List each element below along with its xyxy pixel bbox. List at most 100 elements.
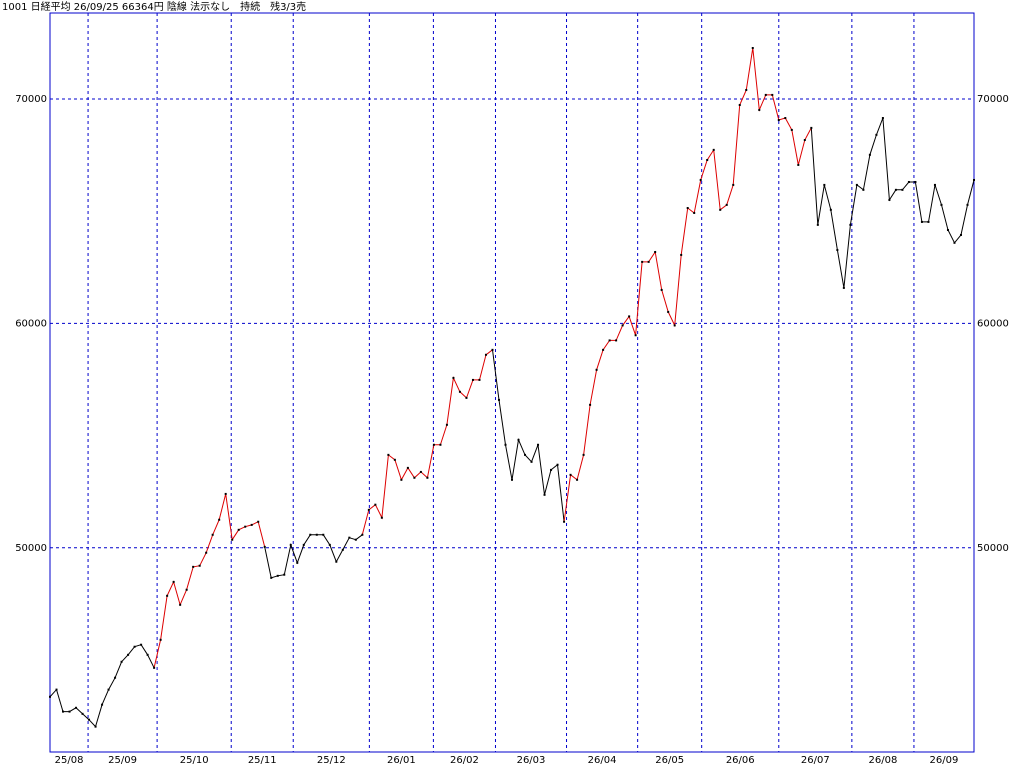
price-point <box>445 423 448 426</box>
price-point <box>452 376 455 379</box>
price-point <box>816 223 819 226</box>
price-point <box>263 545 266 548</box>
price-point <box>107 688 110 691</box>
plot-border <box>49 12 975 753</box>
price-point <box>712 148 715 151</box>
price-point <box>374 503 377 506</box>
price-point <box>790 128 793 131</box>
price-point <box>341 548 344 551</box>
price-point <box>803 139 806 142</box>
price-point <box>296 561 299 564</box>
price-point <box>654 251 657 254</box>
price-point <box>634 334 637 337</box>
price-point <box>75 706 78 709</box>
price-point <box>849 223 852 226</box>
x-tick-label: 26/09 <box>930 755 959 766</box>
price-point <box>628 315 631 318</box>
price-point <box>302 543 305 546</box>
price-point <box>836 248 839 251</box>
price-point <box>582 453 585 456</box>
price-point <box>595 368 598 371</box>
price-point <box>537 443 540 446</box>
price-point <box>823 183 826 186</box>
price-point <box>894 188 897 191</box>
price-point <box>250 523 253 526</box>
price-point <box>465 396 468 399</box>
price-point <box>888 198 891 201</box>
price-line <box>361 349 493 535</box>
price-point <box>745 88 748 91</box>
price-point <box>810 126 813 129</box>
price-point <box>478 378 481 381</box>
price-point <box>413 476 416 479</box>
price-point <box>706 158 709 161</box>
price-point <box>361 533 364 536</box>
price-point <box>354 538 357 541</box>
price-point <box>315 533 318 536</box>
price-line <box>492 349 565 522</box>
price-point <box>914 180 917 183</box>
price-point <box>211 533 214 536</box>
price-line <box>264 534 363 579</box>
price-point <box>550 468 553 471</box>
x-tick-label: 26/02 <box>450 755 479 766</box>
price-point <box>673 324 676 327</box>
y-tick-label: 70000 <box>15 94 47 105</box>
price-point <box>602 348 605 351</box>
price-point <box>901 188 904 191</box>
price-point <box>777 119 780 122</box>
price-point <box>647 260 650 263</box>
price-point <box>497 398 500 401</box>
price-point <box>693 211 696 214</box>
price-point <box>524 453 527 456</box>
x-tick-label: 25/09 <box>108 755 137 766</box>
x-tick-label: 25/08 <box>55 755 84 766</box>
price-point <box>719 208 722 211</box>
price-point <box>758 108 761 111</box>
price-point <box>458 390 461 393</box>
price-point <box>699 178 702 181</box>
price-point <box>224 492 227 495</box>
price-point <box>946 229 949 232</box>
price-point <box>680 253 683 256</box>
price-point <box>172 580 175 583</box>
price-point <box>55 688 58 691</box>
price-point <box>484 353 487 356</box>
price-point <box>68 710 71 713</box>
price-point <box>432 443 435 446</box>
price-point <box>511 478 513 481</box>
price-point <box>406 466 409 469</box>
price-point <box>88 718 91 721</box>
price-point <box>426 476 429 479</box>
price-point <box>940 203 943 206</box>
price-point <box>146 653 149 656</box>
price-point <box>621 324 624 327</box>
price-point <box>784 117 787 120</box>
x-tick-label: 25/11 <box>248 755 277 766</box>
price-point <box>797 163 800 166</box>
price-point <box>140 643 143 646</box>
price-point <box>328 543 331 546</box>
price-point <box>615 339 618 342</box>
price-point <box>114 676 117 679</box>
chart-title: 1001 日経平均 26/09/25 66364円 陰線 法示なし 持続 残3/… <box>2 0 306 13</box>
y-tick-label-right: 50000 <box>977 543 1009 554</box>
x-tick-label: 26/08 <box>868 755 897 766</box>
price-point <box>192 565 195 568</box>
price-point <box>589 403 592 406</box>
price-point <box>348 536 351 539</box>
price-point <box>725 203 728 206</box>
price-point <box>205 551 208 554</box>
price-point <box>829 208 832 211</box>
price-point <box>94 725 97 728</box>
price-point <box>101 703 104 706</box>
price-point <box>862 188 865 191</box>
x-tick-label: 26/01 <box>387 755 416 766</box>
price-point <box>231 538 234 541</box>
price-point <box>159 638 162 641</box>
price-point <box>133 645 136 648</box>
price-point <box>966 203 969 206</box>
y-tick-label-right: 60000 <box>977 318 1009 329</box>
price-point <box>732 183 735 186</box>
